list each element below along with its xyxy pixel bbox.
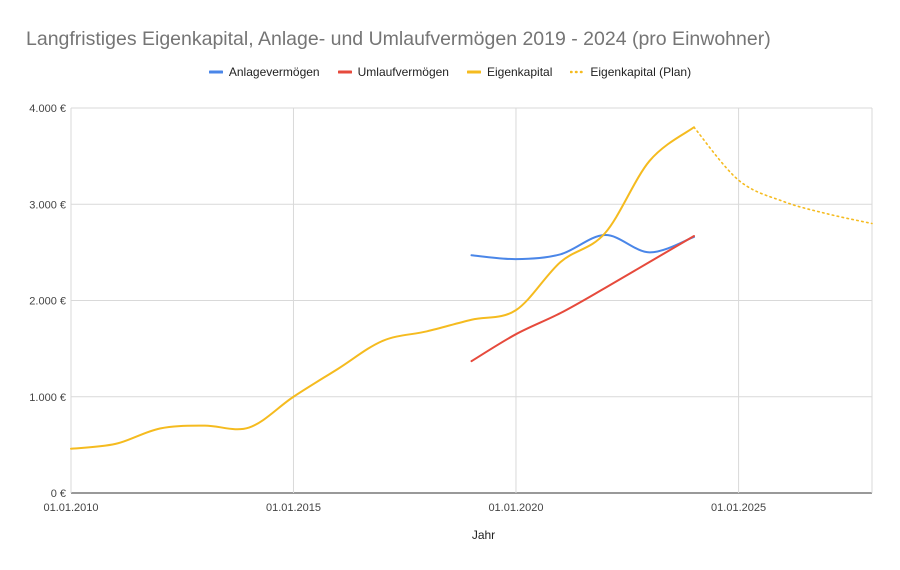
y-tick-label: 1.000 € xyxy=(29,392,66,404)
legend-swatch xyxy=(466,67,481,77)
x-tick-label: 01.01.2020 xyxy=(488,502,543,514)
x-tick-label: 01.01.2015 xyxy=(266,502,321,514)
legend-item: Eigenkapital xyxy=(466,65,553,79)
x-axis-title: Jahr xyxy=(472,528,495,542)
legend-label: Anlagevermögen xyxy=(228,65,320,79)
x-tick-label: 01.01.2025 xyxy=(711,502,766,514)
series-line-eigenkapital-plan xyxy=(693,126,873,225)
legend-item: Anlagevermögen xyxy=(208,65,320,79)
series-line-anlagevermögen xyxy=(470,234,695,261)
series-line-umlaufvermögen xyxy=(470,235,695,363)
y-tick-label: 4.000 € xyxy=(29,103,66,115)
legend-label: Umlaufvermögen xyxy=(357,65,449,79)
y-tick-label: 2.000 € xyxy=(29,296,66,308)
series-line-eigenkapital xyxy=(70,126,695,450)
legend-item: Eigenkapital (Plan) xyxy=(570,65,691,79)
legend-swatch xyxy=(570,67,585,77)
legend-item: Umlaufvermögen xyxy=(337,65,449,79)
chart-title: Langfristiges Eigenkapital, Anlage- und … xyxy=(26,28,771,50)
chart-legend: Anlagevermögen Umlaufvermögen Eigenkapital… xyxy=(0,65,900,79)
legend-swatch xyxy=(337,67,352,77)
legend-swatch xyxy=(208,67,223,77)
legend-label: Eigenkapital (Plan) xyxy=(590,65,692,79)
y-tick-label: 3.000 € xyxy=(29,199,66,211)
y-tick-label: 0 € xyxy=(51,488,66,500)
x-tick-label: 01.01.2010 xyxy=(43,502,98,514)
legend-label: Eigenkapital xyxy=(486,65,553,79)
